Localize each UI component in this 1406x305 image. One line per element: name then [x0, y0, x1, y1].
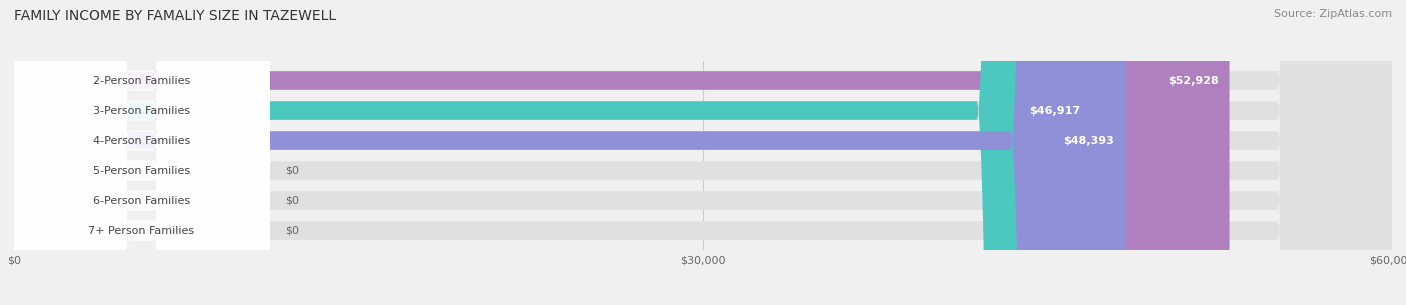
- FancyBboxPatch shape: [14, 0, 1125, 305]
- FancyBboxPatch shape: [14, 0, 1392, 305]
- Text: Source: ZipAtlas.com: Source: ZipAtlas.com: [1274, 9, 1392, 19]
- Text: 7+ Person Families: 7+ Person Families: [89, 226, 194, 235]
- FancyBboxPatch shape: [14, 0, 1392, 305]
- FancyBboxPatch shape: [14, 0, 269, 305]
- Text: $46,917: $46,917: [1029, 106, 1080, 116]
- Text: FAMILY INCOME BY FAMALIY SIZE IN TAZEWELL: FAMILY INCOME BY FAMALIY SIZE IN TAZEWEL…: [14, 9, 336, 23]
- FancyBboxPatch shape: [14, 0, 1392, 305]
- Text: $52,928: $52,928: [1168, 76, 1219, 85]
- Text: 3-Person Families: 3-Person Families: [93, 106, 190, 116]
- Text: $48,393: $48,393: [1063, 135, 1115, 145]
- Text: $0: $0: [285, 166, 299, 176]
- FancyBboxPatch shape: [14, 0, 1392, 305]
- FancyBboxPatch shape: [14, 0, 269, 305]
- Text: $0: $0: [285, 226, 299, 235]
- FancyBboxPatch shape: [14, 0, 269, 305]
- Text: 4-Person Families: 4-Person Families: [93, 135, 190, 145]
- FancyBboxPatch shape: [14, 0, 1091, 305]
- FancyBboxPatch shape: [14, 0, 1392, 305]
- FancyBboxPatch shape: [14, 0, 269, 305]
- FancyBboxPatch shape: [14, 0, 1229, 305]
- Text: $0: $0: [285, 196, 299, 206]
- Text: 2-Person Families: 2-Person Families: [93, 76, 190, 85]
- FancyBboxPatch shape: [14, 0, 269, 305]
- Text: 6-Person Families: 6-Person Families: [93, 196, 190, 206]
- Text: 5-Person Families: 5-Person Families: [93, 166, 190, 176]
- FancyBboxPatch shape: [14, 0, 269, 305]
- FancyBboxPatch shape: [14, 0, 1392, 305]
